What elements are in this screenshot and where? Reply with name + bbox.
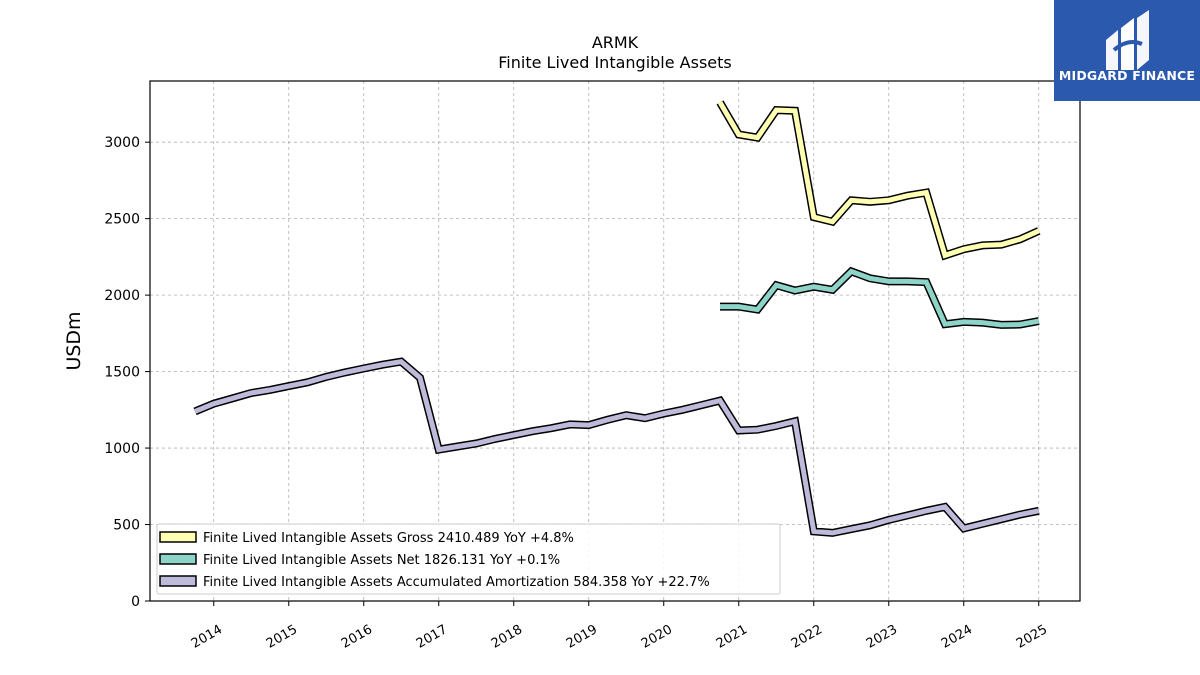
legend-label: Finite Lived Intangible Assets Net 1826.… [203, 553, 560, 568]
x-tick-label: 2022 [789, 622, 825, 652]
x-tick-label: 2015 [264, 622, 300, 652]
x-tick-label: 2016 [339, 622, 375, 652]
legend-swatch [159, 553, 197, 565]
y-axis-label: USDm [63, 311, 85, 370]
x-axis: 2014 2015 2016 2017 2018 2019 2020 2021 2022 2023… [189, 601, 1050, 652]
legend-label: Finite Lived Intangible Assets Gross 241… [203, 531, 574, 546]
series-line [717, 101, 1040, 259]
brand-name: MIDGARD FINANCE [1058, 68, 1196, 83]
series-lines [193, 100, 1041, 537]
series-line [720, 268, 1040, 328]
grid-lines [150, 81, 1080, 601]
y-tick-label: 3000 [104, 135, 140, 151]
legend-swatch [159, 575, 197, 587]
plot-frame [149, 80, 1081, 602]
brand-mark-icon [1106, 10, 1149, 70]
chart-title: ARMK [592, 33, 639, 52]
y-tick-label: 1000 [104, 441, 140, 457]
legend-swatch [159, 531, 197, 543]
x-tick-label: 2019 [564, 622, 600, 652]
x-tick-label: 2021 [714, 622, 750, 652]
chart-subtitle: Finite Lived Intangible Assets [498, 53, 731, 72]
legend: Finite Lived Intangible Assets Gross 241… [156, 523, 781, 595]
x-tick-label: 2025 [1014, 622, 1050, 652]
x-tick-label: 2024 [939, 622, 975, 652]
x-tick-label: 2014 [189, 622, 225, 652]
y-axis: 0 500 1000 1500 2000 2500 3000 [104, 135, 150, 610]
x-tick-label: 2018 [489, 622, 525, 652]
y-tick-label: 0 [131, 594, 140, 610]
legend-box [156, 523, 781, 595]
brand-logo: MIDGARD FINANCE [1054, 0, 1200, 101]
x-tick-label: 2017 [414, 622, 450, 652]
y-tick-label: 2500 [104, 212, 140, 228]
y-tick-label: 2000 [104, 288, 140, 304]
series-outline [193, 357, 1040, 537]
legend-label: Finite Lived Intangible Assets Accumulat… [203, 575, 710, 590]
x-tick-label: 2023 [864, 622, 900, 652]
y-tick-label: 1500 [104, 365, 140, 381]
series-line [194, 358, 1040, 536]
x-tick-label: 2020 [639, 622, 675, 652]
y-tick-label: 500 [113, 518, 140, 534]
